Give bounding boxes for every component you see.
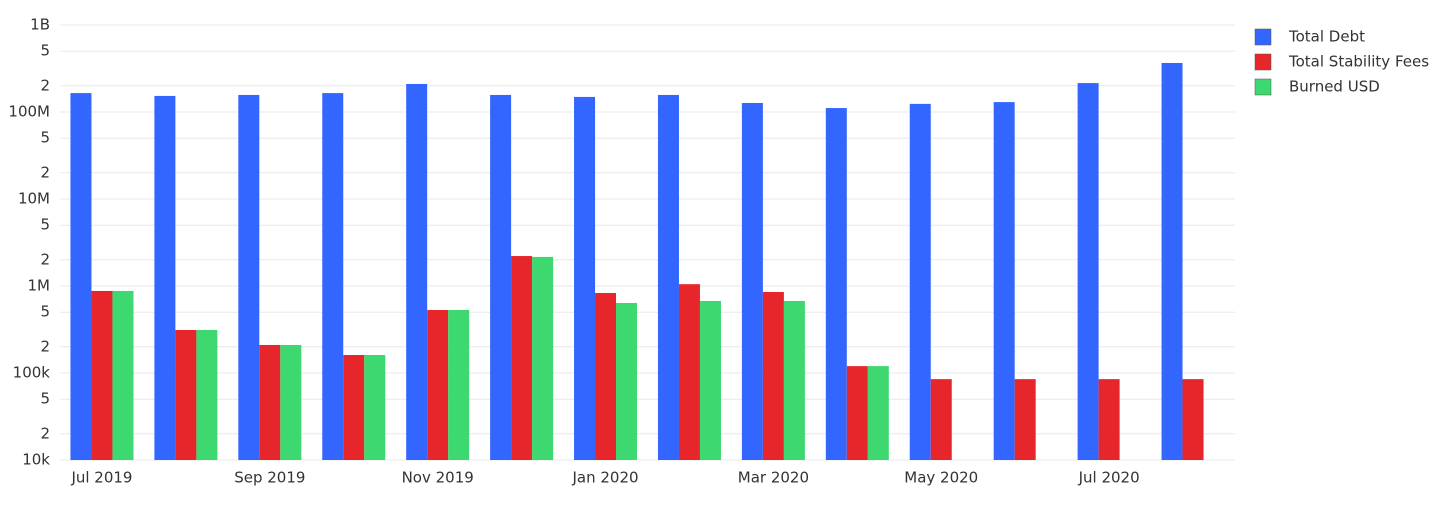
y-tick-label: 5 <box>40 216 50 234</box>
bar <box>678 284 700 460</box>
bar <box>490 94 512 461</box>
bar <box>1161 62 1183 461</box>
bar <box>1077 83 1099 460</box>
bar <box>406 83 428 460</box>
bar <box>993 102 1015 461</box>
y-tick-label: 5 <box>40 129 50 147</box>
x-tick-label: May 2020 <box>904 469 978 487</box>
bar <box>70 93 92 461</box>
bar <box>154 95 176 460</box>
bar <box>175 330 197 460</box>
bar <box>427 309 449 460</box>
bar <box>91 290 113 460</box>
y-tick-label: 2 <box>40 250 50 268</box>
x-tick-label: Jul 2020 <box>1078 469 1140 487</box>
y-tick-label: 10M <box>18 190 50 208</box>
legend-swatch <box>1254 53 1272 71</box>
y-tick-label: 10k <box>22 451 50 469</box>
bar <box>846 366 868 460</box>
y-tick-label: 2 <box>40 76 50 94</box>
bar <box>909 103 931 460</box>
bar <box>511 256 533 460</box>
bar <box>783 300 805 460</box>
bar <box>259 344 281 460</box>
bar <box>930 379 952 460</box>
legend-label: Total Debt <box>1288 28 1365 46</box>
x-tick-label: Jan 2020 <box>571 469 638 487</box>
legend-label: Burned USD <box>1289 78 1380 96</box>
y-tick-label: 5 <box>40 390 50 408</box>
bar <box>448 309 470 460</box>
bar <box>616 302 638 460</box>
bar <box>595 292 617 460</box>
legend-swatch <box>1254 28 1272 46</box>
bar <box>280 344 302 460</box>
bar <box>1182 379 1204 460</box>
bar <box>574 96 596 460</box>
y-tick-label: 1B <box>30 16 50 34</box>
bar <box>112 290 134 460</box>
legend-label: Total Stability Fees <box>1288 53 1429 71</box>
legend-swatch <box>1254 78 1272 96</box>
bar <box>1098 379 1120 460</box>
bar <box>364 355 386 460</box>
x-tick-label: Sep 2019 <box>234 469 305 487</box>
x-tick-label: Mar 2020 <box>738 469 809 487</box>
bar <box>741 102 763 460</box>
y-tick-label: 5 <box>40 303 50 321</box>
x-tick-label: Jul 2019 <box>70 469 132 487</box>
bar <box>532 256 554 460</box>
bar <box>322 93 344 461</box>
y-tick-label: 100M <box>8 103 50 121</box>
y-tick-label: 1M <box>28 277 51 295</box>
x-tick-label: Nov 2019 <box>402 469 474 487</box>
y-tick-label: 5 <box>40 42 50 60</box>
y-tick-label: 2 <box>40 424 50 442</box>
bar <box>825 108 847 461</box>
y-tick-label: 100k <box>13 364 51 382</box>
y-tick-label: 2 <box>40 337 50 355</box>
bar <box>1014 379 1036 460</box>
bar <box>343 355 365 460</box>
bar <box>867 366 889 460</box>
y-tick-label: 2 <box>40 163 50 181</box>
bar <box>238 94 260 461</box>
bar <box>657 94 679 461</box>
bar <box>196 330 218 460</box>
bar <box>762 292 784 460</box>
bar <box>699 300 721 460</box>
